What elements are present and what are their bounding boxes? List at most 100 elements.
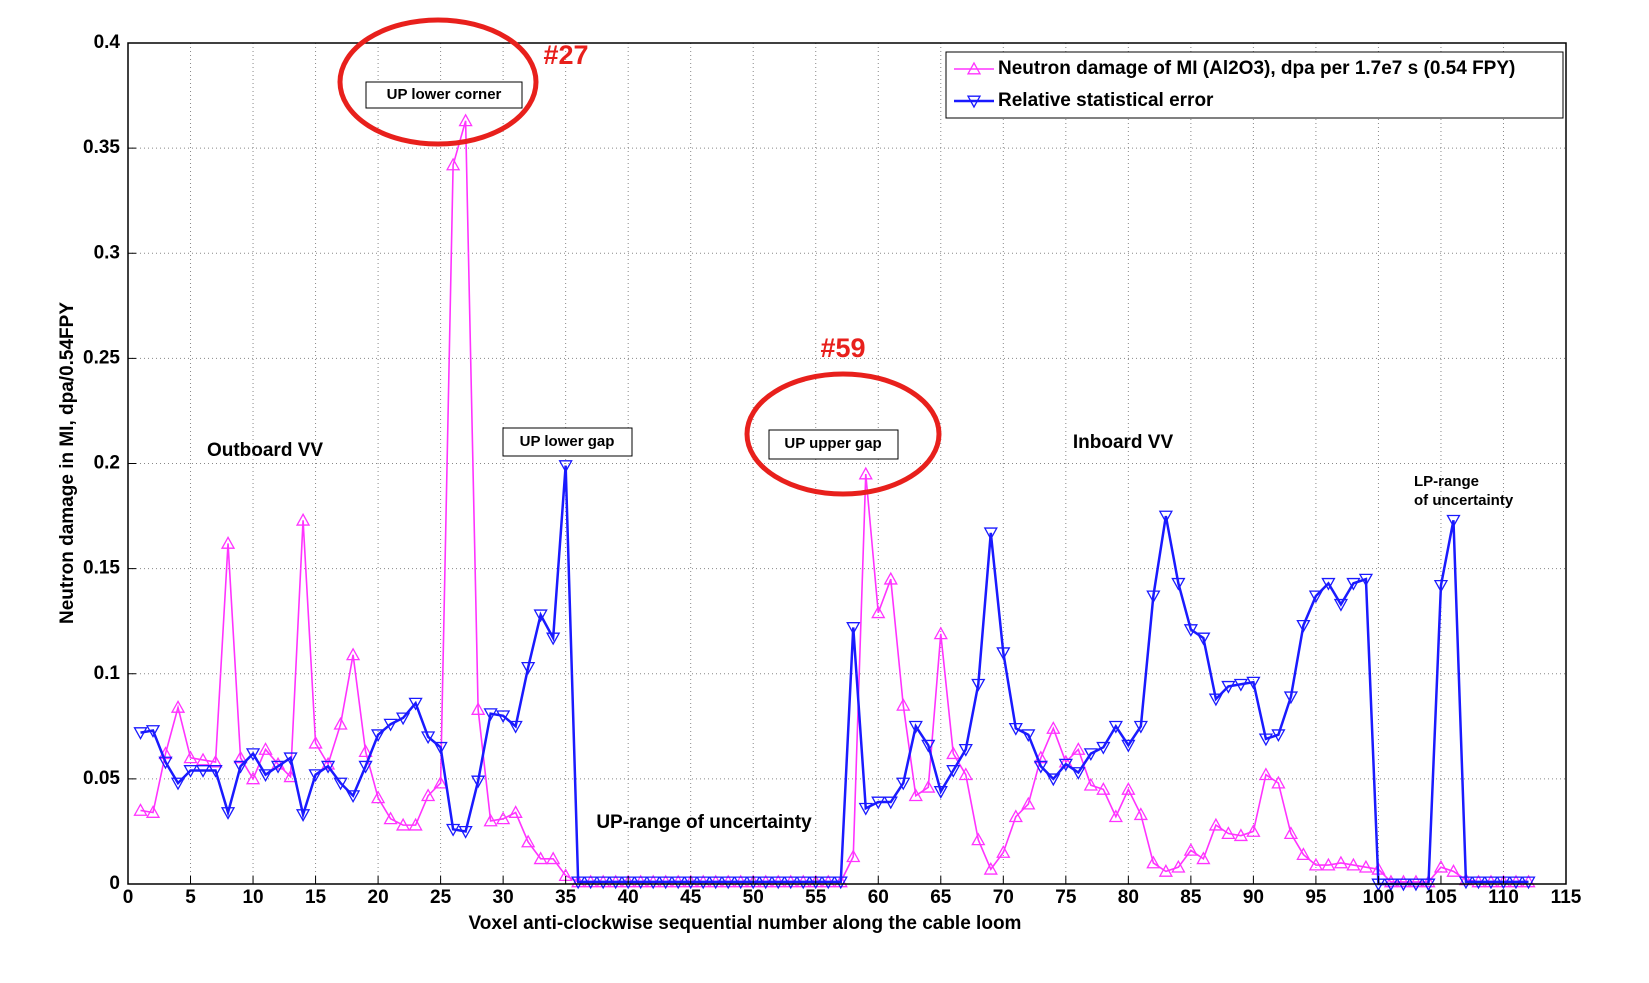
point-marker	[508, 720, 523, 734]
annotation: Outboard VV	[207, 440, 323, 461]
annotation: of uncertainty	[1414, 492, 1514, 509]
point-marker	[783, 876, 798, 890]
point-marker	[233, 760, 248, 774]
point-marker	[996, 647, 1011, 661]
x-tick-label: 75	[1055, 887, 1077, 908]
point-marker	[195, 752, 211, 766]
point-marker	[333, 777, 348, 791]
highlight-ellipse	[744, 371, 942, 497]
point-marker	[133, 803, 148, 816]
point-marker	[471, 702, 486, 715]
point-marker	[471, 775, 486, 789]
highlight-ellipse	[337, 17, 539, 147]
point-marker	[871, 605, 886, 619]
x-tick-label: 25	[430, 887, 452, 908]
x-tick-label: 70	[993, 887, 1014, 908]
point-marker	[446, 157, 461, 171]
point-marker	[496, 710, 511, 724]
point-marker	[771, 876, 786, 890]
point-marker	[1321, 857, 1336, 871]
point-marker	[1208, 817, 1223, 831]
point-marker	[1033, 760, 1048, 774]
point-marker	[358, 760, 373, 774]
x-tick-label: 115	[1551, 887, 1582, 908]
point-marker	[1071, 767, 1086, 780]
point-marker	[320, 756, 336, 770]
legend-marker	[966, 61, 982, 75]
x-tick-label: 10	[242, 887, 263, 908]
legend-marker	[966, 95, 982, 109]
x-tick-label: 45	[680, 887, 702, 908]
point-marker	[1271, 775, 1286, 789]
annotation: UP lower corner	[387, 86, 502, 103]
y-tick-label: 0.1	[94, 663, 121, 684]
point-marker	[1433, 579, 1449, 593]
point-marker	[308, 769, 323, 783]
point-marker	[458, 113, 473, 127]
point-marker	[220, 807, 236, 820]
point-marker	[145, 725, 161, 738]
point-marker	[370, 729, 386, 743]
annotation: LP-range	[1414, 473, 1479, 490]
legend-box	[945, 51, 1564, 119]
x-tick-label: 40	[618, 887, 639, 908]
series-layer	[133, 113, 1536, 892]
point-marker	[1321, 577, 1336, 591]
point-marker	[846, 622, 861, 635]
point-marker	[1171, 577, 1186, 591]
point-marker	[208, 754, 223, 768]
point-marker	[433, 741, 448, 755]
point-marker	[1258, 733, 1274, 747]
y-tick-label: 0.25	[83, 347, 120, 368]
point-marker	[1471, 876, 1486, 890]
series-line	[140, 465, 1529, 886]
x-tick-label: 35	[555, 887, 577, 908]
point-marker	[1271, 729, 1286, 743]
point-marker	[320, 760, 336, 774]
point-marker	[1333, 855, 1349, 869]
point-marker	[1483, 876, 1499, 890]
point-marker	[308, 735, 323, 749]
point-marker	[1308, 590, 1324, 604]
x-tick-label: 90	[1243, 887, 1264, 908]
x-tick-label: 65	[930, 887, 952, 908]
point-marker	[245, 748, 261, 761]
point-marker	[971, 678, 986, 692]
point-marker	[1408, 874, 1424, 888]
point-marker	[1021, 796, 1036, 810]
point-marker	[633, 876, 648, 890]
point-marker	[521, 661, 536, 675]
point-marker	[1296, 619, 1311, 633]
legend: Neutron damage of MI (Al2O3), dpa per 1.…	[945, 51, 1564, 119]
point-marker	[858, 466, 873, 480]
point-marker	[408, 817, 423, 831]
point-marker	[596, 876, 611, 890]
point-marker	[996, 845, 1011, 858]
point-marker	[1283, 826, 1299, 839]
annotation: #27	[543, 40, 588, 70]
point-marker	[258, 742, 273, 755]
point-marker	[671, 876, 686, 890]
point-marker	[1508, 876, 1524, 890]
point-marker	[696, 876, 711, 890]
point-marker	[245, 771, 261, 785]
point-marker	[1121, 782, 1136, 795]
annotation: #59	[820, 333, 865, 363]
point-marker	[1083, 777, 1098, 791]
point-marker	[1171, 859, 1186, 873]
x-tick-label: 105	[1425, 887, 1457, 908]
point-marker	[883, 571, 898, 585]
x-axis-label: Voxel anti-clockwise sequential number a…	[469, 913, 1022, 934]
x-tick-label: 5	[185, 887, 196, 908]
point-marker	[258, 769, 273, 783]
point-marker	[883, 796, 898, 810]
point-marker	[1083, 748, 1098, 761]
point-marker	[1221, 826, 1236, 839]
point-marker	[383, 811, 398, 825]
point-marker	[921, 779, 936, 793]
annotation: UP lower gap	[520, 433, 615, 450]
point-marker	[1108, 809, 1123, 823]
point-marker	[1021, 729, 1036, 743]
point-marker	[658, 876, 673, 890]
point-marker	[1046, 721, 1061, 734]
